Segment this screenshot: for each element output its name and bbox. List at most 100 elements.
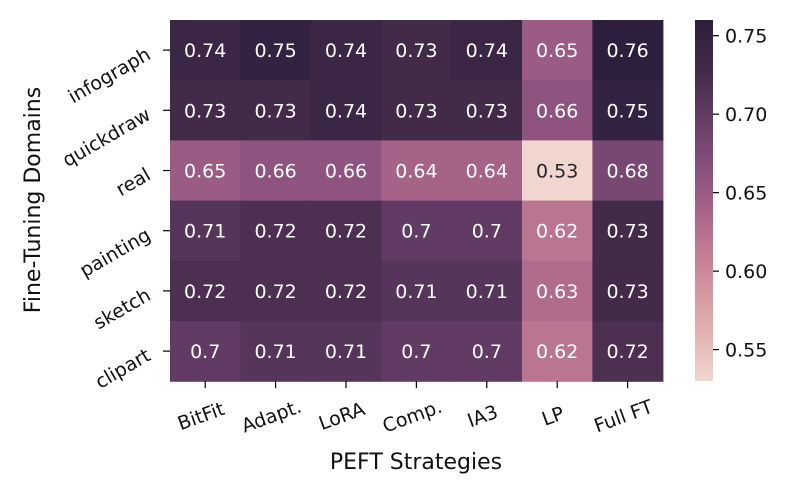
heatmap-cell	[592, 80, 664, 141]
cell-value-label: 0.72	[184, 281, 226, 303]
cell-value-label: 0.74	[325, 100, 367, 122]
heatmap-cell	[170, 80, 241, 141]
cell-value-label: 0.73	[606, 281, 648, 303]
heatmap-cell	[522, 200, 593, 262]
cell-value-label: 0.71	[466, 281, 508, 303]
x-tick-label: BitFit	[175, 398, 228, 435]
cell-value-label: 0.64	[466, 161, 508, 183]
heatmap-cell	[381, 200, 453, 262]
cell-value-label: 0.74	[184, 40, 226, 62]
x-tick-label: IA3	[465, 401, 501, 432]
cell-value-label: 0.71	[184, 221, 226, 243]
heatmap-cell	[451, 20, 523, 81]
colorbar-tick-label: 0.55	[725, 340, 767, 362]
heatmap-cell	[381, 80, 453, 141]
cell-value-label: 0.73	[395, 100, 437, 122]
colorbar-tick-label: 0.75	[725, 26, 767, 48]
heatmap-cell	[170, 200, 241, 262]
cell-value-label: 0.63	[536, 281, 578, 303]
x-tick-label: LP	[539, 402, 567, 430]
cell-value-label: 0.71	[325, 341, 367, 363]
heatmap-cell	[240, 140, 312, 202]
x-tick-label: Adapt.	[239, 396, 305, 438]
heatmap-cell	[310, 200, 382, 262]
heatmap-cells	[170, 20, 664, 382]
heatmap-cell	[451, 140, 523, 202]
cell-value-label: 0.74	[325, 40, 367, 62]
colorbar-tick-label: 0.70	[725, 104, 767, 126]
cell-value-label: 0.66	[325, 161, 367, 183]
colorbar	[695, 20, 713, 381]
cell-value-label: 0.71	[254, 341, 296, 363]
x-tick-label: Comp.	[380, 396, 445, 438]
cell-value-label: 0.73	[254, 100, 296, 122]
heatmap-cell	[310, 80, 382, 141]
y-tick-label: painting	[76, 224, 154, 282]
heatmap-cell	[522, 140, 593, 202]
heatmap-cell	[451, 200, 523, 262]
heatmap-cell	[451, 260, 523, 322]
colorbar-ticks: 0.55 0.60 0.65 0.70 0.75	[713, 26, 767, 362]
heatmap-cell	[522, 80, 593, 141]
heatmap-cell	[522, 260, 593, 322]
heatmap-cell	[522, 20, 593, 81]
heatmap-cell	[592, 20, 664, 81]
heatmap-cell-labels: 0.74 0.75 0.74 0.73 0.74 0.65 0.76 0.73 0.73 0.74…	[184, 40, 649, 363]
heatmap-cell	[170, 20, 241, 81]
colorbar-gradient	[695, 20, 713, 381]
cell-value-label: 0.65	[536, 40, 578, 62]
heatmap-cell	[592, 200, 664, 262]
cell-value-label: 0.62	[536, 221, 578, 243]
cell-value-label: 0.53	[536, 161, 578, 183]
heatmap-cell	[592, 321, 664, 382]
cell-value-label: 0.7	[472, 221, 502, 243]
cell-value-label: 0.64	[395, 161, 437, 183]
cell-value-label: 0.73	[184, 100, 226, 122]
x-axis: BitFit Adapt. LoRA Comp. IA3 LP Full FT	[175, 381, 656, 437]
heatmap-cell	[240, 260, 312, 322]
heatmap-cell	[310, 140, 382, 202]
cell-value-label: 0.62	[536, 341, 578, 363]
heatmap-cell	[381, 140, 453, 202]
cell-value-label: 0.73	[395, 40, 437, 62]
y-tick-label: clipart	[92, 344, 155, 393]
cell-value-label: 0.73	[606, 221, 648, 243]
colorbar-tick-label: 0.65	[725, 183, 767, 205]
y-tick-label: sketch	[90, 284, 155, 334]
y-tick-label: infograph	[64, 43, 154, 108]
y-axis-label: Fine-Tuning Domains	[21, 87, 46, 313]
x-axis-label: PEFT Strategies	[330, 450, 502, 475]
heatmap-cell	[451, 321, 523, 382]
heatmap-cell	[170, 321, 241, 382]
cell-value-label: 0.73	[466, 100, 508, 122]
heatmap-cell	[240, 80, 312, 141]
colorbar-tick-label: 0.60	[725, 261, 767, 283]
cell-value-label: 0.68	[606, 161, 648, 183]
heatmap-cell	[381, 20, 453, 81]
cell-value-label: 0.65	[184, 161, 226, 183]
x-tick-label: Full FT	[591, 396, 656, 438]
heatmap-cell	[592, 260, 664, 322]
y-tick-label: real	[112, 164, 154, 201]
cell-value-label: 0.7	[190, 341, 220, 363]
cell-value-label: 0.71	[395, 281, 437, 303]
heatmap-cell	[240, 200, 312, 262]
cell-value-label: 0.72	[606, 341, 648, 363]
heatmap-cell	[381, 260, 453, 322]
heatmap-cell	[170, 140, 241, 202]
cell-value-label: 0.66	[536, 100, 578, 122]
cell-value-label: 0.75	[606, 100, 648, 122]
cell-value-label: 0.74	[466, 40, 508, 62]
heatmap-cell	[310, 260, 382, 322]
cell-value-label: 0.7	[401, 221, 431, 243]
cell-value-label: 0.7	[472, 341, 502, 363]
cell-value-label: 0.72	[325, 281, 367, 303]
heatmap-cell	[592, 140, 664, 202]
x-tick-label: LoRA	[316, 398, 368, 435]
heatmap-cell	[451, 80, 523, 141]
heatmap-cell	[522, 321, 593, 382]
cell-value-label: 0.72	[254, 281, 296, 303]
heatmap-cell	[240, 321, 312, 382]
